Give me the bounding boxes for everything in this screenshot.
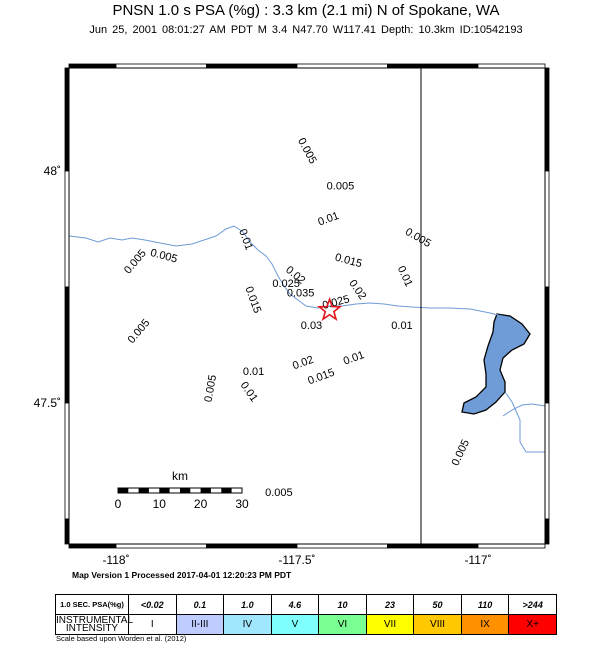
- lake: [461, 313, 531, 415]
- legend-psa-value: 23: [365, 594, 415, 615]
- frame-segment: [544, 286, 550, 404]
- frame-segment: [296, 543, 388, 549]
- frame-segment: [544, 170, 550, 288]
- intensity-legend: 1.0 SEC. PSA(%g) <0.02 0.1 1.0 4.6 10 23…: [55, 594, 557, 635]
- contour-label: 0.005: [202, 374, 219, 403]
- contour-label: 0.01: [391, 320, 412, 332]
- frame-segment: [477, 543, 546, 549]
- scale-credit: Scale based upon Worden et al. (2012): [56, 634, 187, 643]
- legend-psa-value: 0.1: [175, 594, 225, 615]
- little-spokane-river: [502, 403, 546, 417]
- frame-segment: [206, 63, 298, 69]
- spokane-river: [68, 225, 503, 317]
- legend-psa-value: 110: [460, 594, 510, 615]
- scale-bar-unit: km: [172, 469, 188, 483]
- frame-segment: [115, 543, 207, 549]
- frame-segment: [64, 67, 70, 172]
- frame-segment: [68, 543, 117, 549]
- frame-segment: [544, 518, 550, 545]
- frame-segment: [64, 402, 70, 520]
- scale-label-10: 10: [153, 497, 167, 511]
- legend-intensity-cell: X+: [508, 614, 557, 635]
- legend-psa-header: 1.0 SEC. PSA(%g): [55, 594, 129, 615]
- scale-bar: km 0 10 20 30: [115, 469, 249, 511]
- legend-psa-value: 1.0: [223, 594, 272, 615]
- contour-label: 0.005: [265, 487, 293, 499]
- frame-segment: [477, 63, 546, 69]
- legend-intensity-cell: VI: [318, 614, 367, 635]
- longitude-label: -118˚: [102, 553, 129, 567]
- longitude-label: -117˚: [464, 553, 491, 567]
- scale-label-20: 20: [194, 497, 208, 511]
- contour-label: 0.01: [243, 366, 264, 378]
- frame-segment: [387, 543, 479, 549]
- spokane-river-west: [504, 391, 545, 453]
- contour-label: 0.005: [327, 181, 355, 193]
- contour-label: 0.03: [301, 320, 322, 332]
- legend-intensity-cell: IX: [460, 614, 510, 635]
- map-frame: [64, 63, 550, 549]
- scale-label-0: 0: [115, 497, 122, 511]
- legend-intensity-cell: VIII: [413, 614, 462, 635]
- frame-segment: [115, 63, 207, 69]
- legend-intensity-cell: V: [270, 614, 320, 635]
- frame-segment: [296, 63, 388, 69]
- longitude-label: -117.5˚: [278, 553, 315, 567]
- frame-segment: [64, 518, 70, 545]
- legend-intensity-cell: I: [128, 614, 177, 635]
- frame-segment: [64, 286, 70, 404]
- frame-segment: [64, 170, 70, 288]
- legend-psa-value: >244: [508, 594, 557, 615]
- map-title: PNSN 1.0 s PSA (%g) : 3.3 km (2.1 mi) N …: [112, 2, 500, 19]
- legend-intensity-cell: VII: [365, 614, 415, 635]
- frame-segment: [544, 402, 550, 520]
- event-subtitle: Jun 25, 2001 08:01:27 AM PDT M 3.4 N47.7…: [89, 24, 523, 36]
- legend-psa-value: 50: [413, 594, 462, 615]
- epicenter-star-icon[interactable]: [316, 296, 343, 322]
- contour-label: 0.025: [272, 278, 300, 290]
- latitude-label: 47.5˚: [34, 396, 61, 410]
- axis-labels: -118˚ -117.5˚ -117˚ 48˚ 47.5˚: [34, 164, 492, 567]
- frame-segment: [544, 67, 550, 172]
- legend-intensity-cell: IV: [223, 614, 272, 635]
- legend-psa-value: <0.02: [128, 594, 177, 615]
- frame-segment: [206, 543, 298, 549]
- legend-intensity-header: INSTRUMENTAL INTENSITY: [55, 614, 134, 635]
- contour-label: 0.035: [287, 287, 315, 299]
- scale-label-30: 30: [235, 497, 249, 511]
- processed-note: Map Version 1 Processed 2017-04-01 12:20…: [72, 570, 292, 580]
- latitude-label: 48˚: [44, 164, 61, 178]
- legend-psa-value: 10: [318, 594, 367, 615]
- frame-segment: [387, 63, 479, 69]
- legend-psa-value: 4.6: [270, 594, 320, 615]
- legend-intensity-cell: II-III: [175, 614, 225, 635]
- frame-border: [68, 67, 546, 545]
- frame-segment: [68, 63, 117, 69]
